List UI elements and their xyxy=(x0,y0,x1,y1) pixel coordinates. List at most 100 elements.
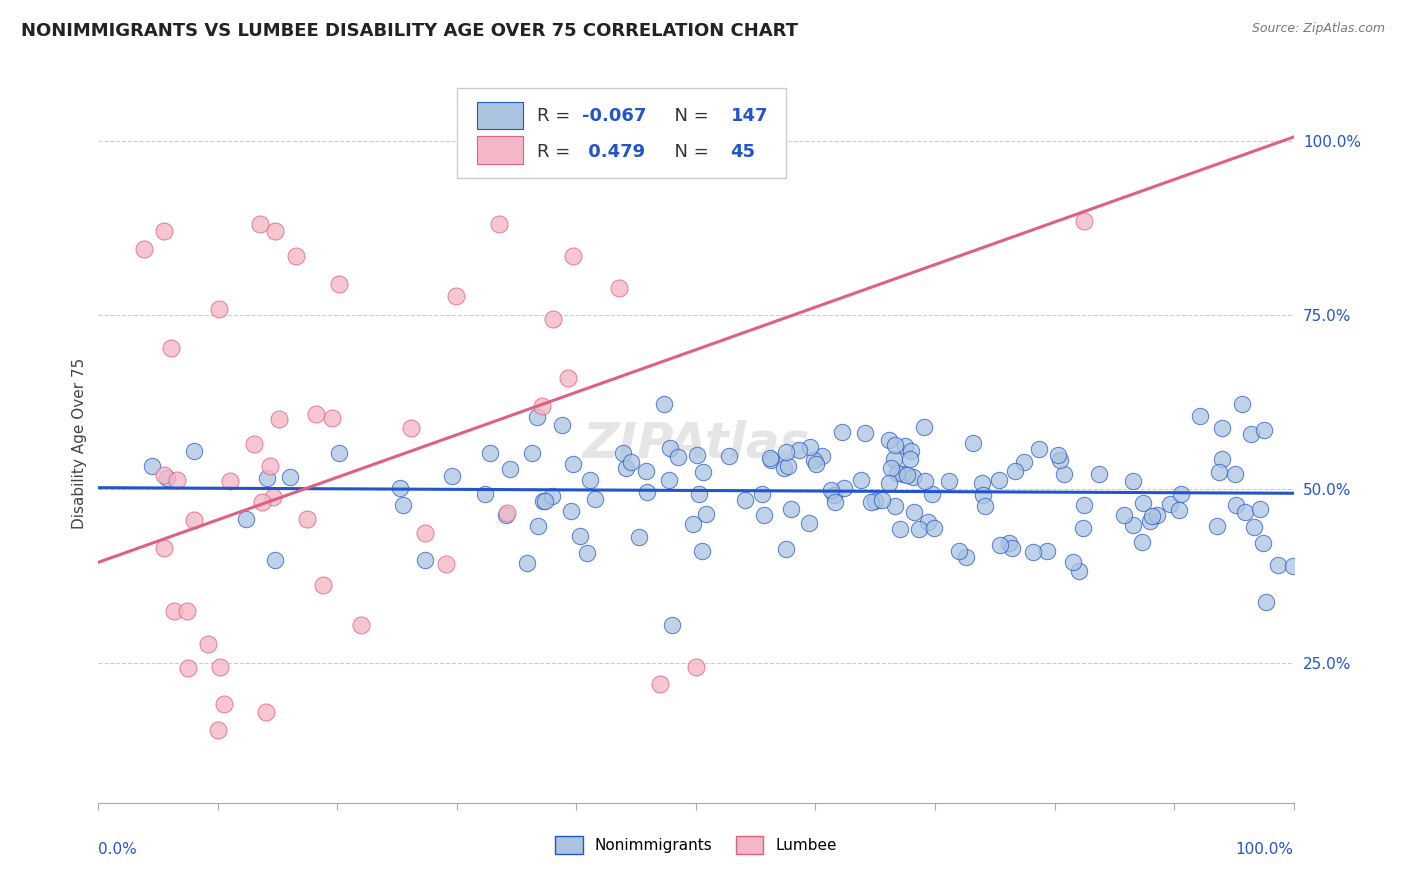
Point xyxy=(1012,455,1035,469)
Text: 0.0%: 0.0% xyxy=(98,842,138,857)
Point xyxy=(759,451,782,466)
Point xyxy=(498,462,520,476)
Point xyxy=(901,470,924,484)
Point xyxy=(526,409,548,424)
Point xyxy=(278,469,301,483)
Point xyxy=(1122,518,1144,533)
Text: -0.067: -0.067 xyxy=(582,107,647,125)
Point xyxy=(717,450,740,464)
Point xyxy=(197,637,219,651)
Point xyxy=(531,494,554,508)
Text: 100.0%: 100.0% xyxy=(1236,842,1294,857)
Point xyxy=(520,446,543,460)
Point xyxy=(620,455,643,469)
Point xyxy=(1250,501,1272,516)
Point xyxy=(328,446,350,460)
Point xyxy=(1205,519,1227,533)
Point xyxy=(156,471,179,485)
Point xyxy=(804,457,827,471)
Point xyxy=(259,459,281,474)
Legend: Nonimmigrants, Lumbee: Nonimmigrants, Lumbee xyxy=(550,830,842,860)
Point xyxy=(1225,498,1247,512)
Point xyxy=(917,515,939,529)
Point xyxy=(690,544,713,558)
Point xyxy=(1251,535,1274,549)
Point xyxy=(321,410,343,425)
Point xyxy=(880,461,903,475)
Point xyxy=(1073,498,1095,512)
Point xyxy=(823,487,845,501)
Point xyxy=(903,505,925,519)
Point xyxy=(263,553,285,567)
Point xyxy=(557,370,579,384)
Point xyxy=(775,541,797,556)
Point xyxy=(153,468,176,483)
Point xyxy=(988,538,1011,552)
FancyBboxPatch shape xyxy=(477,136,523,164)
Point xyxy=(516,556,538,570)
Point xyxy=(541,489,564,503)
Point xyxy=(1046,448,1069,462)
Point xyxy=(562,457,585,471)
Point xyxy=(1112,508,1135,522)
Point xyxy=(834,481,856,495)
Point xyxy=(908,522,931,536)
Point xyxy=(612,446,634,460)
Point xyxy=(849,473,872,487)
Point xyxy=(779,501,801,516)
Point xyxy=(1067,565,1090,579)
Point xyxy=(541,311,564,326)
Point xyxy=(1001,541,1024,555)
Point xyxy=(912,420,935,434)
Point xyxy=(666,450,689,464)
Point xyxy=(562,249,585,263)
Point xyxy=(235,512,257,526)
Point xyxy=(166,473,188,487)
Point xyxy=(1062,555,1084,569)
Point xyxy=(183,444,205,458)
Text: ZIPAtlas: ZIPAtlas xyxy=(582,420,810,467)
Point xyxy=(533,494,555,508)
Point xyxy=(1088,467,1111,481)
Point xyxy=(883,451,905,466)
FancyBboxPatch shape xyxy=(477,102,523,129)
Point xyxy=(896,468,918,483)
Point xyxy=(569,529,592,543)
Point xyxy=(1130,535,1153,549)
Text: N =: N = xyxy=(662,143,714,161)
Point xyxy=(1211,421,1233,435)
Point xyxy=(628,530,651,544)
Point xyxy=(1159,497,1181,511)
Point xyxy=(797,516,820,530)
Point xyxy=(474,487,496,501)
Point xyxy=(799,440,821,454)
Point xyxy=(886,467,908,481)
Point xyxy=(1170,487,1192,501)
Point xyxy=(153,224,176,238)
Point xyxy=(1233,505,1256,519)
Point xyxy=(1188,409,1211,424)
Point xyxy=(879,433,901,447)
Point xyxy=(884,500,907,514)
Point xyxy=(183,513,205,527)
Point xyxy=(685,660,707,674)
Point xyxy=(530,399,553,413)
Point xyxy=(859,495,882,509)
Point xyxy=(312,578,335,592)
Point xyxy=(776,459,799,474)
Point xyxy=(922,521,945,535)
Text: R =: R = xyxy=(537,143,576,161)
Point xyxy=(132,242,155,256)
Point xyxy=(787,443,810,458)
Point xyxy=(734,493,756,508)
Point xyxy=(207,723,229,737)
Point xyxy=(891,467,914,482)
Point xyxy=(328,277,350,291)
Point xyxy=(208,302,231,317)
Point xyxy=(413,526,436,541)
Point xyxy=(636,464,658,478)
Point xyxy=(218,474,240,488)
Point xyxy=(686,449,709,463)
Point xyxy=(803,452,825,467)
Point xyxy=(636,485,658,500)
